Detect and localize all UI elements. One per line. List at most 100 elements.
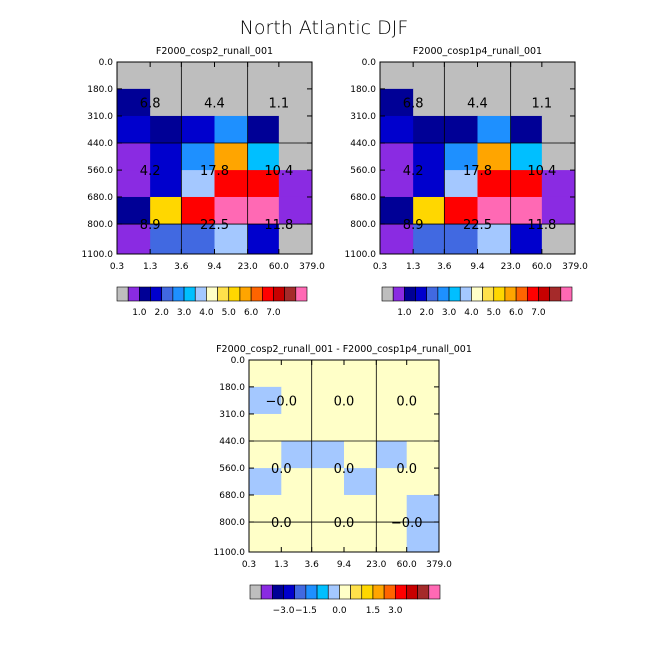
colorbar-label: 2.0 xyxy=(155,308,170,318)
heatmap-cell xyxy=(181,115,215,144)
x-tick-label: 9.4 xyxy=(470,262,485,272)
heatmap-cell xyxy=(249,468,282,496)
heatmap-cell xyxy=(444,115,478,144)
colorbar-swatch xyxy=(272,584,284,600)
colorbar: −3.0 −1.5 0.0 1.5 3.0 xyxy=(249,584,441,616)
heatmap-cell xyxy=(311,386,345,415)
heatmap-cell xyxy=(376,441,408,469)
heatmap-cell xyxy=(117,224,151,255)
heatmap-cell xyxy=(406,360,440,388)
heatmap-cell xyxy=(281,360,313,388)
colorbar-swatch xyxy=(459,286,472,302)
heatmap-cell xyxy=(247,62,280,90)
y-tick-label: 560.0 xyxy=(219,464,245,474)
colorbar-swatch xyxy=(415,286,428,302)
heatmap-cell xyxy=(181,224,215,255)
heatmap-cell xyxy=(344,441,377,469)
x-tick-label: 379.0 xyxy=(426,560,452,570)
x-tick-label: 0.3 xyxy=(242,560,256,570)
colorbar-swatch xyxy=(428,584,441,600)
heatmap-cell xyxy=(444,224,478,255)
y-tick-label: 1100.0 xyxy=(214,548,246,558)
box-value-label: 6.8 xyxy=(403,97,424,112)
colorbar-swatch xyxy=(316,584,329,600)
colorbar-swatch xyxy=(515,286,528,302)
heatmap-cell xyxy=(214,170,249,198)
heatmap-cell xyxy=(477,143,512,171)
y-tick-label: 180.0 xyxy=(219,383,245,393)
heatmap-cell xyxy=(413,115,445,144)
heatmap-cell xyxy=(214,62,249,90)
box-value-label: 0.0 xyxy=(271,462,292,477)
heatmap-cell xyxy=(413,196,445,225)
y-tick-label: 310.0 xyxy=(219,410,245,420)
x-tick-label: 1.3 xyxy=(274,560,288,570)
colorbar-swatch xyxy=(260,584,273,600)
heatmap-cell xyxy=(278,62,313,90)
colorbar-swatch xyxy=(139,286,151,302)
heatmap-cell xyxy=(278,115,313,144)
colorbar-swatch xyxy=(283,584,296,600)
heatmap-cell xyxy=(214,196,249,225)
x-tick-label: 379.0 xyxy=(562,262,588,272)
heatmap-cell xyxy=(406,494,440,523)
y-tick-label: 0.0 xyxy=(362,58,377,68)
colorbar-swatch xyxy=(448,286,461,302)
x-tick-label: 1.3 xyxy=(143,262,157,272)
heatmap-cell xyxy=(413,224,445,255)
heatmap-cell xyxy=(249,522,282,553)
box-value-label: 22.5 xyxy=(200,218,229,233)
colorbar-swatch xyxy=(206,286,218,302)
heatmap-cell xyxy=(117,115,151,144)
heatmap-cell xyxy=(376,522,408,553)
colorbar-label: 6.0 xyxy=(244,308,259,318)
colorbar-swatch xyxy=(228,286,241,302)
heatmap-cell xyxy=(181,170,215,198)
y-tick-label: 800.0 xyxy=(87,220,113,230)
figure-title: North Atlantic DJF xyxy=(240,17,409,39)
heatmap-cell xyxy=(214,143,249,171)
box-value-label: 0.0 xyxy=(396,395,417,410)
y-tick-label: 180.0 xyxy=(350,85,376,95)
chart-panel-2: F2000_cosp1p4_runall_001 6.8 4.4 1.1 4.2 17.8… xyxy=(345,46,589,318)
box-value-label: 4.2 xyxy=(403,164,424,179)
heatmap-cell xyxy=(249,360,282,388)
colorbar-swatch xyxy=(339,584,351,600)
box-value-label: −0.0 xyxy=(391,516,423,531)
heatmap-cell xyxy=(150,143,182,171)
y-tick-label: 440.0 xyxy=(350,139,376,149)
heatmap-cell xyxy=(380,143,414,171)
colorbar-swatch xyxy=(471,286,483,302)
heatmap-cell xyxy=(344,522,377,553)
colorbar-swatch xyxy=(217,286,230,302)
heatmap-cell xyxy=(477,196,512,225)
box-value-label: 8.9 xyxy=(140,218,161,233)
box-value-label: 10.4 xyxy=(264,164,293,179)
heatmap-cell xyxy=(278,170,313,198)
x-tick-label: 9.4 xyxy=(337,560,352,570)
heatmap-cell xyxy=(413,143,445,171)
colorbar-label: −3.0 xyxy=(273,606,295,616)
colorbar-label: 0.0 xyxy=(332,606,347,616)
heatmap-cell xyxy=(510,224,543,255)
colorbar-swatch xyxy=(504,286,517,302)
heatmap-cell xyxy=(214,88,249,117)
colorbar-swatch xyxy=(305,584,318,600)
colorbar-label: 4.0 xyxy=(199,308,214,318)
box-value-label: 4.4 xyxy=(204,97,225,112)
y-tick-label: 560.0 xyxy=(87,166,113,176)
heatmap-cell xyxy=(150,88,182,117)
colorbar-swatch xyxy=(127,286,140,302)
heatmap-cell xyxy=(181,196,215,225)
colorbar-swatch xyxy=(350,584,363,600)
heatmap-cell xyxy=(380,62,414,90)
box-value-label: 17.8 xyxy=(463,164,492,179)
panels: F2000_cosp2_runall_001 6.8 4.4 1.1 4.2 17.8 10… xyxy=(82,46,589,616)
heatmap-cell xyxy=(247,88,280,117)
heatmap-cell xyxy=(413,62,445,90)
heatmap-cell xyxy=(376,468,408,496)
y-tick-label: 680.0 xyxy=(350,193,376,203)
box-value-label: 0.0 xyxy=(334,516,355,531)
colorbar-label: 1.5 xyxy=(366,606,380,616)
heatmap-cell xyxy=(214,224,249,255)
